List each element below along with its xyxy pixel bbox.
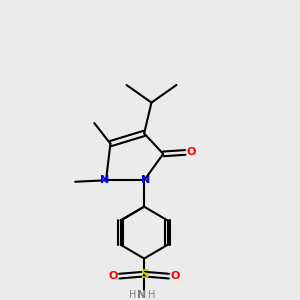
Text: O: O [108, 271, 118, 281]
Text: O: O [171, 271, 180, 281]
Text: N: N [136, 290, 146, 300]
Text: H: H [148, 290, 155, 300]
Text: N: N [100, 175, 109, 185]
Text: N: N [141, 175, 150, 185]
Text: H: H [129, 290, 137, 300]
Text: S: S [140, 268, 148, 281]
Text: O: O [187, 147, 196, 158]
